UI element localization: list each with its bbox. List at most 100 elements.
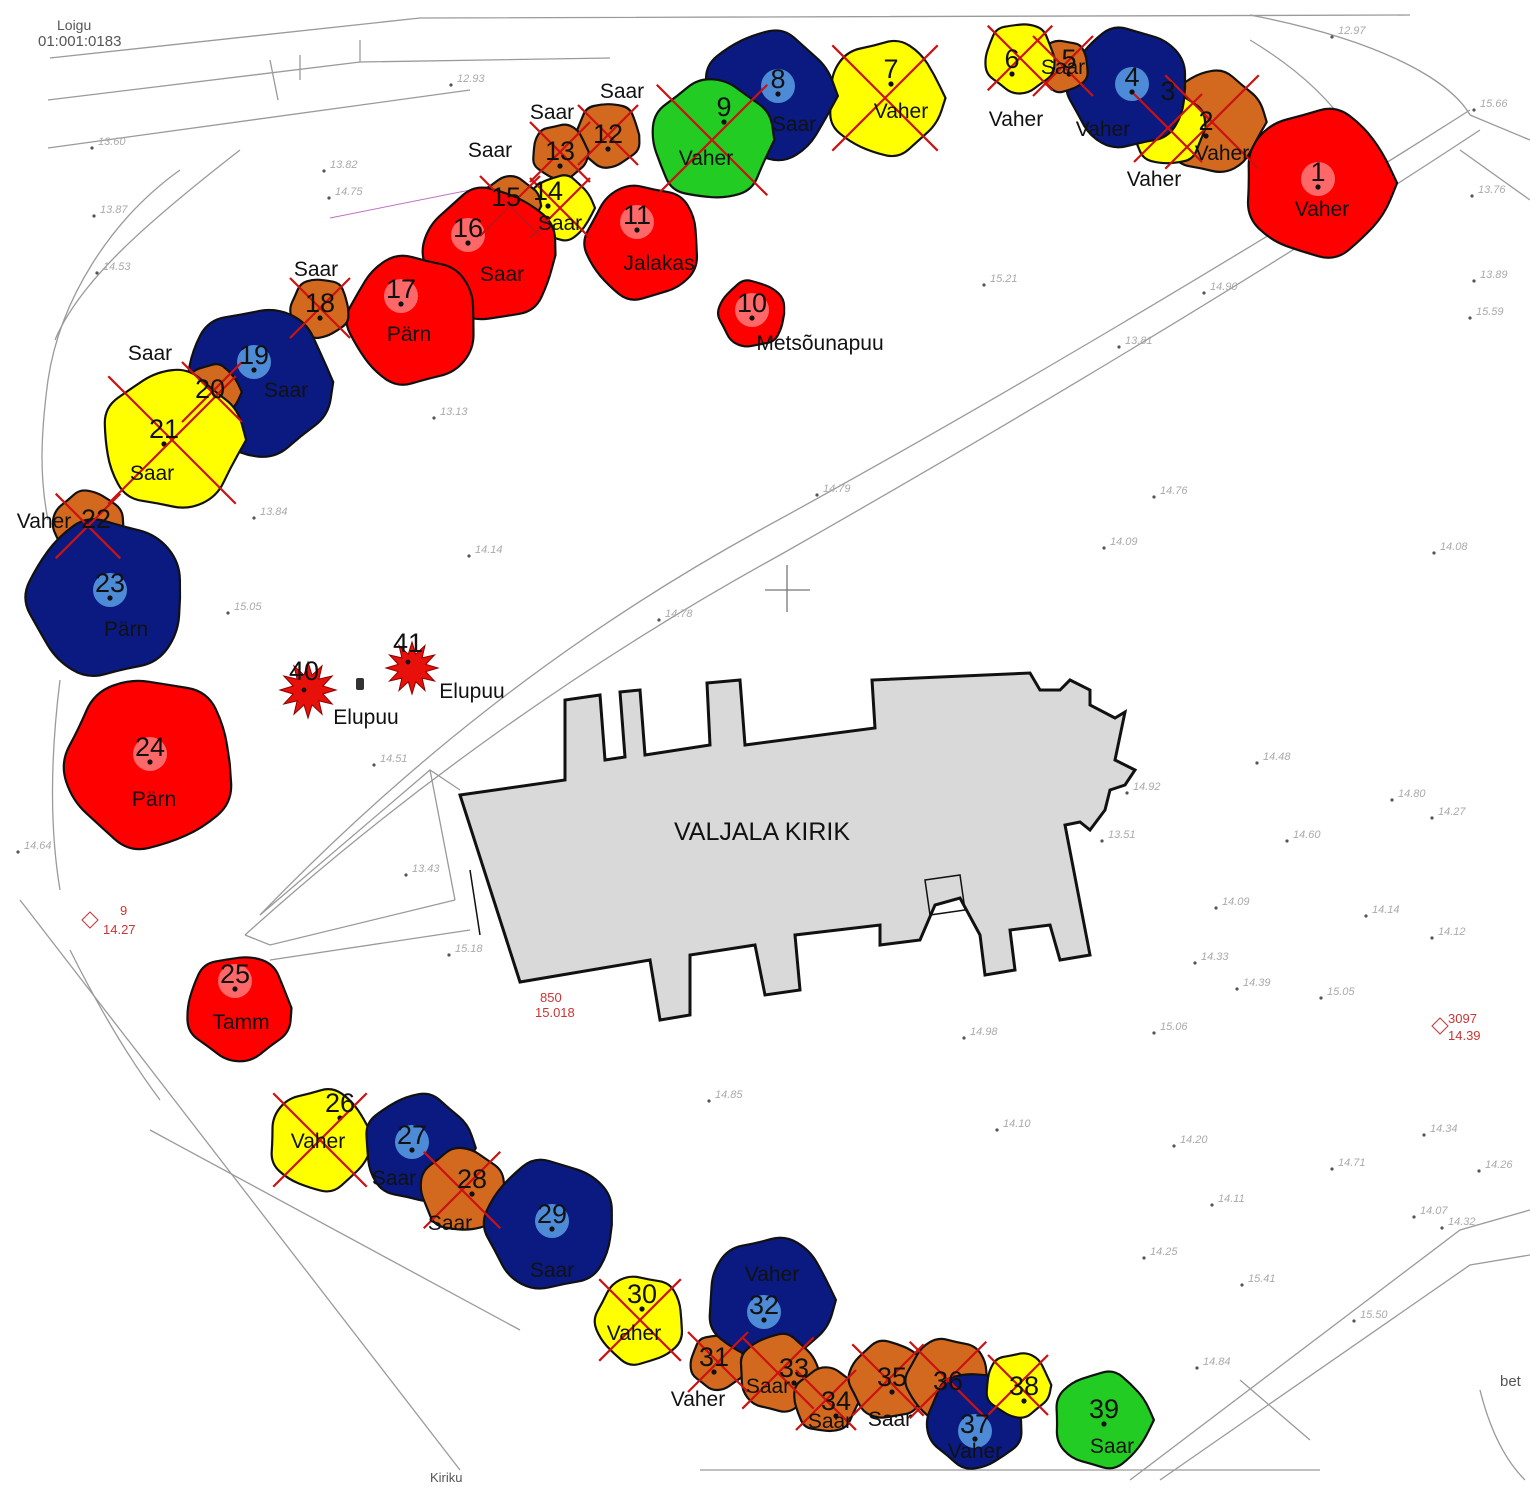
tree-40[interactable] bbox=[278, 660, 338, 720]
tree-17[interactable] bbox=[345, 254, 475, 386]
survey-dot bbox=[252, 516, 256, 520]
tree-species: Vaher bbox=[1076, 118, 1130, 141]
removal-cross bbox=[529, 121, 591, 183]
road-label-bottom: Kiriku bbox=[430, 1470, 463, 1485]
tree-number: 34 bbox=[821, 1386, 851, 1416]
survey-height-label: 14.26 bbox=[1485, 1159, 1513, 1171]
trunk-point bbox=[711, 1369, 717, 1375]
star-crown bbox=[384, 640, 440, 696]
tree-number: 12 bbox=[593, 119, 623, 149]
survey-height-label: 15.66 bbox=[1480, 98, 1508, 110]
survey-dot bbox=[1477, 1169, 1481, 1173]
survey-point-3097: 3097 14.39 bbox=[1431, 1011, 1481, 1043]
survey-height-label: 14.53 bbox=[103, 261, 131, 273]
survey-height-label: 13.60 bbox=[98, 136, 126, 148]
tree-number: 40 bbox=[289, 656, 319, 686]
tree-highlight bbox=[218, 964, 252, 998]
survey-dot bbox=[1330, 35, 1334, 39]
survey-dot bbox=[1430, 936, 1434, 940]
tree-26[interactable] bbox=[270, 1088, 376, 1193]
tree-species: Vaher bbox=[948, 1440, 1002, 1463]
tree-species: Saar bbox=[538, 212, 582, 235]
survey-height-label: 13.51 bbox=[1108, 829, 1136, 841]
svg-text:9: 9 bbox=[120, 903, 127, 918]
tree-crown bbox=[270, 1088, 376, 1193]
survey-dot bbox=[1102, 546, 1106, 550]
removal-cross bbox=[577, 104, 639, 166]
tree-32[interactable] bbox=[708, 1236, 838, 1365]
survey-height-label: 15.21 bbox=[990, 273, 1018, 285]
tree-23[interactable] bbox=[24, 518, 182, 677]
tree-39[interactable] bbox=[1055, 1370, 1156, 1470]
tree-number: 26 bbox=[325, 1088, 355, 1118]
tree-crown bbox=[345, 254, 475, 386]
survey-dot bbox=[1430, 816, 1434, 820]
removal-cross bbox=[272, 1092, 368, 1188]
trunk-point bbox=[469, 1191, 475, 1197]
removal-cross bbox=[422, 1150, 502, 1230]
removal-cross bbox=[655, 83, 769, 197]
removal-cross bbox=[529, 177, 591, 239]
survey-dot bbox=[1210, 1203, 1214, 1207]
tree-highlight bbox=[237, 345, 271, 379]
trunk-point bbox=[972, 1436, 978, 1442]
survey-height-label: 14.09 bbox=[1222, 896, 1250, 908]
tree-11[interactable] bbox=[583, 184, 699, 301]
survey-height-label: 14.64 bbox=[24, 840, 52, 852]
survey-dot bbox=[226, 611, 230, 615]
survey-dot bbox=[1214, 906, 1218, 910]
survey-height-label: 14.80 bbox=[1398, 788, 1426, 800]
tree-number: 10 bbox=[737, 288, 767, 318]
trunk-point bbox=[605, 146, 611, 152]
tree-number: 35 bbox=[877, 1362, 907, 1392]
survey-height-label: 14.07 bbox=[1420, 1205, 1448, 1217]
survey-height-label: 13.13 bbox=[440, 406, 468, 418]
survey-dot bbox=[1352, 1319, 1356, 1323]
tree-24[interactable] bbox=[62, 679, 233, 851]
tree-1[interactable] bbox=[1246, 107, 1399, 259]
tree-10[interactable] bbox=[716, 279, 786, 348]
removal-cross bbox=[795, 1369, 857, 1431]
trunk-point bbox=[749, 315, 755, 321]
tree-species: Vaher bbox=[291, 1130, 345, 1153]
removal-cross bbox=[851, 1343, 925, 1417]
tree-species: Saar bbox=[746, 1375, 790, 1398]
tree-species: Saar bbox=[1041, 56, 1085, 79]
svg-text:15.018: 15.018 bbox=[535, 1005, 575, 1020]
tree-29[interactable] bbox=[482, 1158, 613, 1290]
tree-highlight bbox=[451, 218, 485, 252]
tree-number: 38 bbox=[1009, 1371, 1039, 1401]
survey-height-label: 15.06 bbox=[1160, 1021, 1188, 1033]
tree-highlight bbox=[1301, 162, 1335, 196]
survey-dot bbox=[962, 1036, 966, 1040]
survey-dot bbox=[92, 214, 96, 218]
parcel-label: Loigu bbox=[57, 17, 91, 33]
survey-dot bbox=[327, 196, 331, 200]
tree-highlight bbox=[1115, 67, 1149, 101]
survey-height-label: 13.43 bbox=[412, 863, 440, 875]
tree-41[interactable] bbox=[384, 640, 440, 696]
tree-25[interactable] bbox=[186, 956, 293, 1063]
survey-dot bbox=[707, 1099, 711, 1103]
survey-height-label: 14.85 bbox=[715, 1089, 743, 1101]
survey-height-label: 13.82 bbox=[330, 159, 358, 171]
survey-dot bbox=[432, 416, 436, 420]
church-building: VALJALA KIRIK bbox=[458, 671, 1138, 1022]
tree-4[interactable] bbox=[1065, 26, 1187, 149]
tree-number: 32 bbox=[749, 1290, 779, 1320]
svg-text:14.27: 14.27 bbox=[103, 922, 136, 937]
survey-height-label: 14.48 bbox=[1263, 751, 1291, 763]
survey-height-label: 14.71 bbox=[1338, 1157, 1366, 1169]
tree-species: Saar bbox=[772, 113, 816, 136]
trunk-point bbox=[301, 687, 307, 693]
removal-cross bbox=[987, 1354, 1049, 1416]
survey-height-label: 14.76 bbox=[1160, 485, 1188, 497]
survey-point-850: 850 15.018 bbox=[535, 990, 575, 1020]
tree-text-layer: 1Vaher2Vaher3Vaher4Vaher5Saar6Vaher7Vahe… bbox=[17, 44, 1349, 1463]
tree-species: Saar bbox=[468, 139, 512, 162]
survey-height-label: 14.98 bbox=[970, 1026, 998, 1038]
tree-number: 21 bbox=[149, 414, 179, 444]
survey-dot bbox=[1193, 961, 1197, 965]
survey-dot bbox=[1125, 791, 1129, 795]
survey-dot bbox=[815, 493, 819, 497]
